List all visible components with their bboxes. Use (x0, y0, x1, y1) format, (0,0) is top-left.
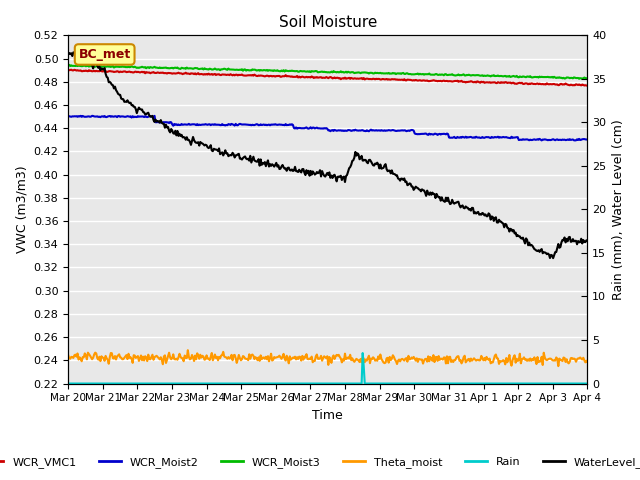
Title: Soil Moisture: Soil Moisture (278, 15, 377, 30)
Text: BC_met: BC_met (79, 48, 131, 61)
Y-axis label: Rain (mm), Water Level (cm): Rain (mm), Water Level (cm) (612, 119, 625, 300)
Y-axis label: VWC (m3/m3): VWC (m3/m3) (15, 166, 28, 253)
X-axis label: Time: Time (312, 409, 343, 422)
Legend: WCR_VMC1, WCR_Moist2, WCR_Moist3, Theta_moist, Rain, WaterLevel_cm: WCR_VMC1, WCR_Moist2, WCR_Moist3, Theta_… (0, 452, 640, 472)
